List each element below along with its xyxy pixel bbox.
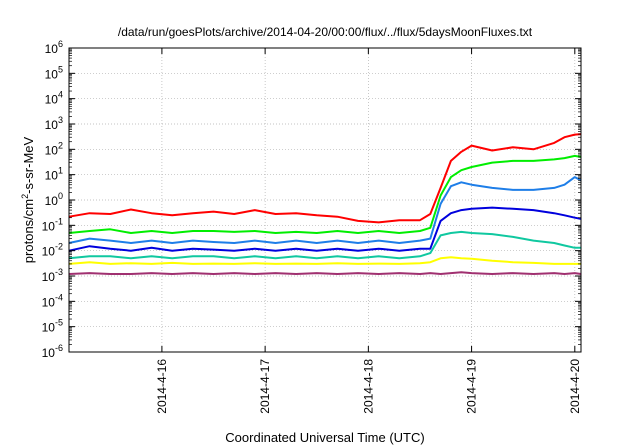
y-tick-exponent: 5	[58, 64, 63, 74]
y-tick-base: 10	[45, 169, 59, 183]
y-tick-exponent: 6	[58, 39, 63, 49]
y-tick-label: 10-3	[42, 267, 63, 284]
y-tick-exponent: -1	[55, 216, 63, 226]
y-tick-label: 102	[45, 140, 63, 157]
y-tick-label: 10-1	[42, 216, 63, 233]
x-tick-label: 2014-4-20	[568, 359, 582, 414]
y-tick-exponent: -6	[55, 343, 63, 353]
y-axis-label-rest: -s-sr-MeV	[21, 136, 36, 193]
series-line-3	[68, 176, 582, 244]
y-tick-exponent: 3	[58, 115, 63, 125]
y-tick-base: 10	[45, 67, 59, 81]
y-tick-base: 10	[45, 118, 59, 132]
x-tick-label: 2014-4-19	[465, 359, 479, 414]
y-tick-base: 10	[42, 321, 56, 335]
y-tick-exponent: -4	[55, 292, 63, 302]
data-series	[68, 133, 582, 275]
x-tick-label: 2014-4-17	[258, 359, 272, 414]
y-tick-label: 101	[45, 166, 63, 183]
y-axis-label-superscript: 2	[20, 194, 30, 199]
chart-title: /data/run/goesPlots/archive/2014-04-20/0…	[118, 25, 533, 39]
y-tick-label: 10-6	[42, 343, 63, 360]
y-axis-label-text: protons/cm	[21, 199, 36, 263]
series-line-1	[68, 133, 582, 224]
x-tick-label: 2014-4-18	[361, 359, 375, 414]
y-tick-exponent: 1	[58, 166, 63, 176]
y-tick-base: 10	[45, 194, 59, 208]
y-tick-label: 103	[45, 115, 63, 132]
y-tick-base: 10	[45, 143, 59, 157]
series-line-5	[68, 230, 581, 260]
y-axis-label: protons/cm2-s-sr-MeV	[20, 136, 36, 263]
y-tick-label: 106	[45, 39, 63, 56]
series-line-4	[68, 206, 582, 252]
y-tick-label: 104	[45, 90, 63, 107]
x-axis: 2014-4-16 2014-4-17 2014-4-18 2014-4-19 2014…	[155, 48, 582, 414]
y-tick-base: 10	[42, 295, 56, 309]
y-tick-base: 10	[45, 93, 59, 107]
y-tick-base: 10	[42, 219, 56, 233]
y-tick-label: 10-2	[42, 242, 63, 259]
y-tick-label: 100	[45, 191, 63, 208]
x-axis-label: Coordinated Universal Time (UTC)	[225, 430, 424, 445]
series-line-7	[68, 271, 582, 275]
y-tick-base: 10	[42, 346, 56, 360]
y-tick-base: 10	[42, 270, 56, 284]
y-tick-exponent: -3	[55, 267, 63, 277]
y-tick-label: 105	[45, 64, 63, 81]
series-line-6	[68, 256, 581, 265]
y-tick-base: 10	[45, 42, 59, 56]
y-tick-base: 10	[42, 245, 56, 259]
grid-lines	[69, 47, 581, 353]
y-tick-exponent: 4	[58, 90, 63, 100]
y-tick-label: 10-4	[42, 292, 63, 309]
y-tick-exponent: 2	[58, 140, 63, 150]
y-axis: 10-610-510-410-310-210-11001011021031041…	[42, 39, 581, 360]
y-tick-exponent: 0	[58, 191, 63, 201]
y-tick-label: 10-5	[42, 318, 63, 335]
series-line-2	[68, 154, 582, 234]
x-tick-label: 2014-4-16	[155, 359, 169, 414]
y-tick-exponent: -5	[55, 318, 63, 328]
y-tick-exponent: -2	[55, 242, 63, 252]
